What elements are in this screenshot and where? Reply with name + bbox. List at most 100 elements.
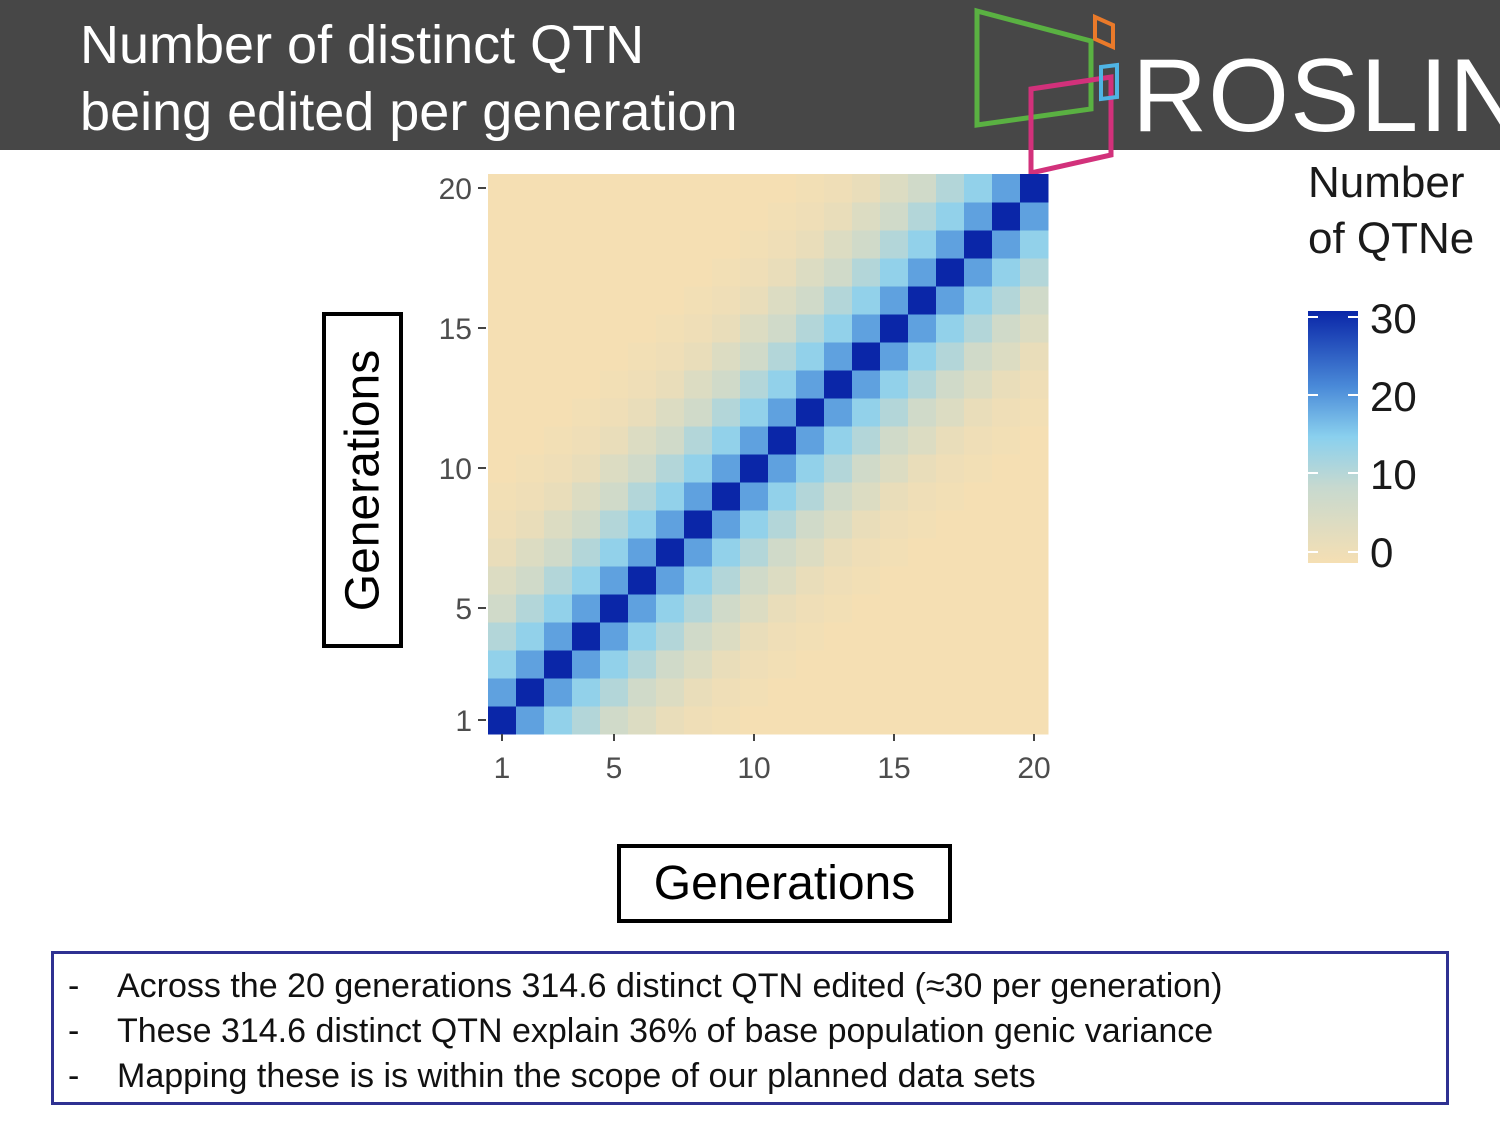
heatmap-cell: [992, 174, 1021, 203]
heatmap-cell: [516, 286, 545, 315]
heatmap-cell: [544, 202, 573, 231]
heatmap-cell: [992, 482, 1021, 511]
heatmap-cell: [740, 594, 769, 623]
heatmap-cell: [796, 566, 825, 595]
heatmap-cell: [936, 174, 965, 203]
heatmap-cell: [740, 650, 769, 679]
legend-title: Number of QTNe: [1308, 158, 1475, 263]
heatmap-cell: [712, 314, 741, 343]
heatmap-cell: [516, 482, 545, 511]
legend-tick-mark: [1308, 394, 1318, 396]
heatmap-cell: [824, 482, 853, 511]
heatmap-cell: [628, 454, 657, 483]
heatmap-cell: [488, 286, 517, 315]
heatmap-cell: [796, 230, 825, 259]
heatmap-cell: [852, 566, 881, 595]
heatmap-cell: [880, 286, 909, 315]
heatmap-cell: [964, 454, 993, 483]
heatmap-cell: [852, 370, 881, 399]
heatmap-cell: [852, 426, 881, 455]
heatmap-cell: [488, 650, 517, 679]
heatmap-cell: [1020, 706, 1049, 735]
heatmap-cell: [768, 230, 797, 259]
heatmap-cell: [908, 230, 937, 259]
heatmap-cell: [740, 370, 769, 399]
heatmap-cell: [684, 230, 713, 259]
heatmap-cell: [824, 174, 853, 203]
heatmap-cell: [684, 342, 713, 371]
heatmap-cell: [796, 258, 825, 287]
legend-label-20: 20: [1370, 373, 1417, 420]
heatmap-cell: [992, 230, 1021, 259]
heatmap-cell: [964, 258, 993, 287]
heatmap-cell: [712, 454, 741, 483]
heatmap-cell: [544, 650, 573, 679]
heatmap-cell: [880, 622, 909, 651]
heatmap-cell: [880, 314, 909, 343]
heatmap-cell: [516, 510, 545, 539]
heatmap-cell: [628, 482, 657, 511]
heatmap-cell: [628, 342, 657, 371]
heatmap-cell: [712, 650, 741, 679]
heatmap-cell: [852, 706, 881, 735]
y-tick-label: 10: [439, 453, 472, 486]
heatmap-cell: [768, 566, 797, 595]
y-tick-label: 20: [439, 173, 472, 206]
heatmap-cell: [992, 258, 1021, 287]
heatmap-cell: [628, 398, 657, 427]
heatmap-cell: [572, 650, 601, 679]
heatmap-cell: [600, 286, 629, 315]
heatmap-cell: [516, 174, 545, 203]
heatmap-cell: [1020, 538, 1049, 567]
heatmap-cell: [908, 622, 937, 651]
heatmap-cell: [964, 706, 993, 735]
heatmap-cell: [880, 510, 909, 539]
heatmap-cell: [740, 286, 769, 315]
heatmap-cell: [936, 650, 965, 679]
heatmap-cell: [712, 202, 741, 231]
heatmap-cell: [572, 398, 601, 427]
heatmap-cell: [992, 286, 1021, 315]
y-tick-label: 5: [455, 593, 472, 626]
heatmap-cell: [992, 454, 1021, 483]
heatmap-cell: [1020, 370, 1049, 399]
heatmap-cell: [712, 230, 741, 259]
heatmap-cell: [824, 398, 853, 427]
heatmap-cell: [656, 230, 685, 259]
heatmap-cell: [712, 398, 741, 427]
note-text: Mapping these is is within the scope of …: [117, 1057, 1036, 1095]
note-text: Across the 20 generations 314.6 distinct…: [117, 967, 1223, 1005]
heatmap-cell: [488, 594, 517, 623]
heatmap-cell: [796, 370, 825, 399]
heatmap-cell: [796, 174, 825, 203]
heatmap-cell: [992, 426, 1021, 455]
heatmap-cell: [712, 538, 741, 567]
heatmap-cell: [880, 538, 909, 567]
x-tick-label: 1: [494, 752, 511, 785]
heatmap-cell: [572, 174, 601, 203]
heatmap-cell: [516, 230, 545, 259]
heatmap-cell: [544, 286, 573, 315]
heatmap-cell: [964, 678, 993, 707]
x-axis-label: Generations: [653, 857, 916, 910]
heatmap-cell: [1020, 678, 1049, 707]
heatmap-cell: [852, 538, 881, 567]
heatmap-cell: [488, 566, 517, 595]
heatmap-cell: [936, 202, 965, 231]
heatmap-cell: [796, 594, 825, 623]
heatmap-cell: [992, 538, 1021, 567]
heatmap-cell: [768, 650, 797, 679]
heatmap-cell: [684, 426, 713, 455]
heatmap-cell: [936, 482, 965, 511]
heatmap-cell: [572, 426, 601, 455]
heatmap-cell: [936, 538, 965, 567]
heatmap-cell: [656, 566, 685, 595]
heatmap-cell: [796, 398, 825, 427]
heatmap-cell: [852, 230, 881, 259]
heatmap-cell: [768, 482, 797, 511]
heatmap-cell: [600, 482, 629, 511]
heatmap-cell: [544, 566, 573, 595]
legend-label-30: 30: [1370, 295, 1417, 342]
heatmap-cell: [936, 398, 965, 427]
